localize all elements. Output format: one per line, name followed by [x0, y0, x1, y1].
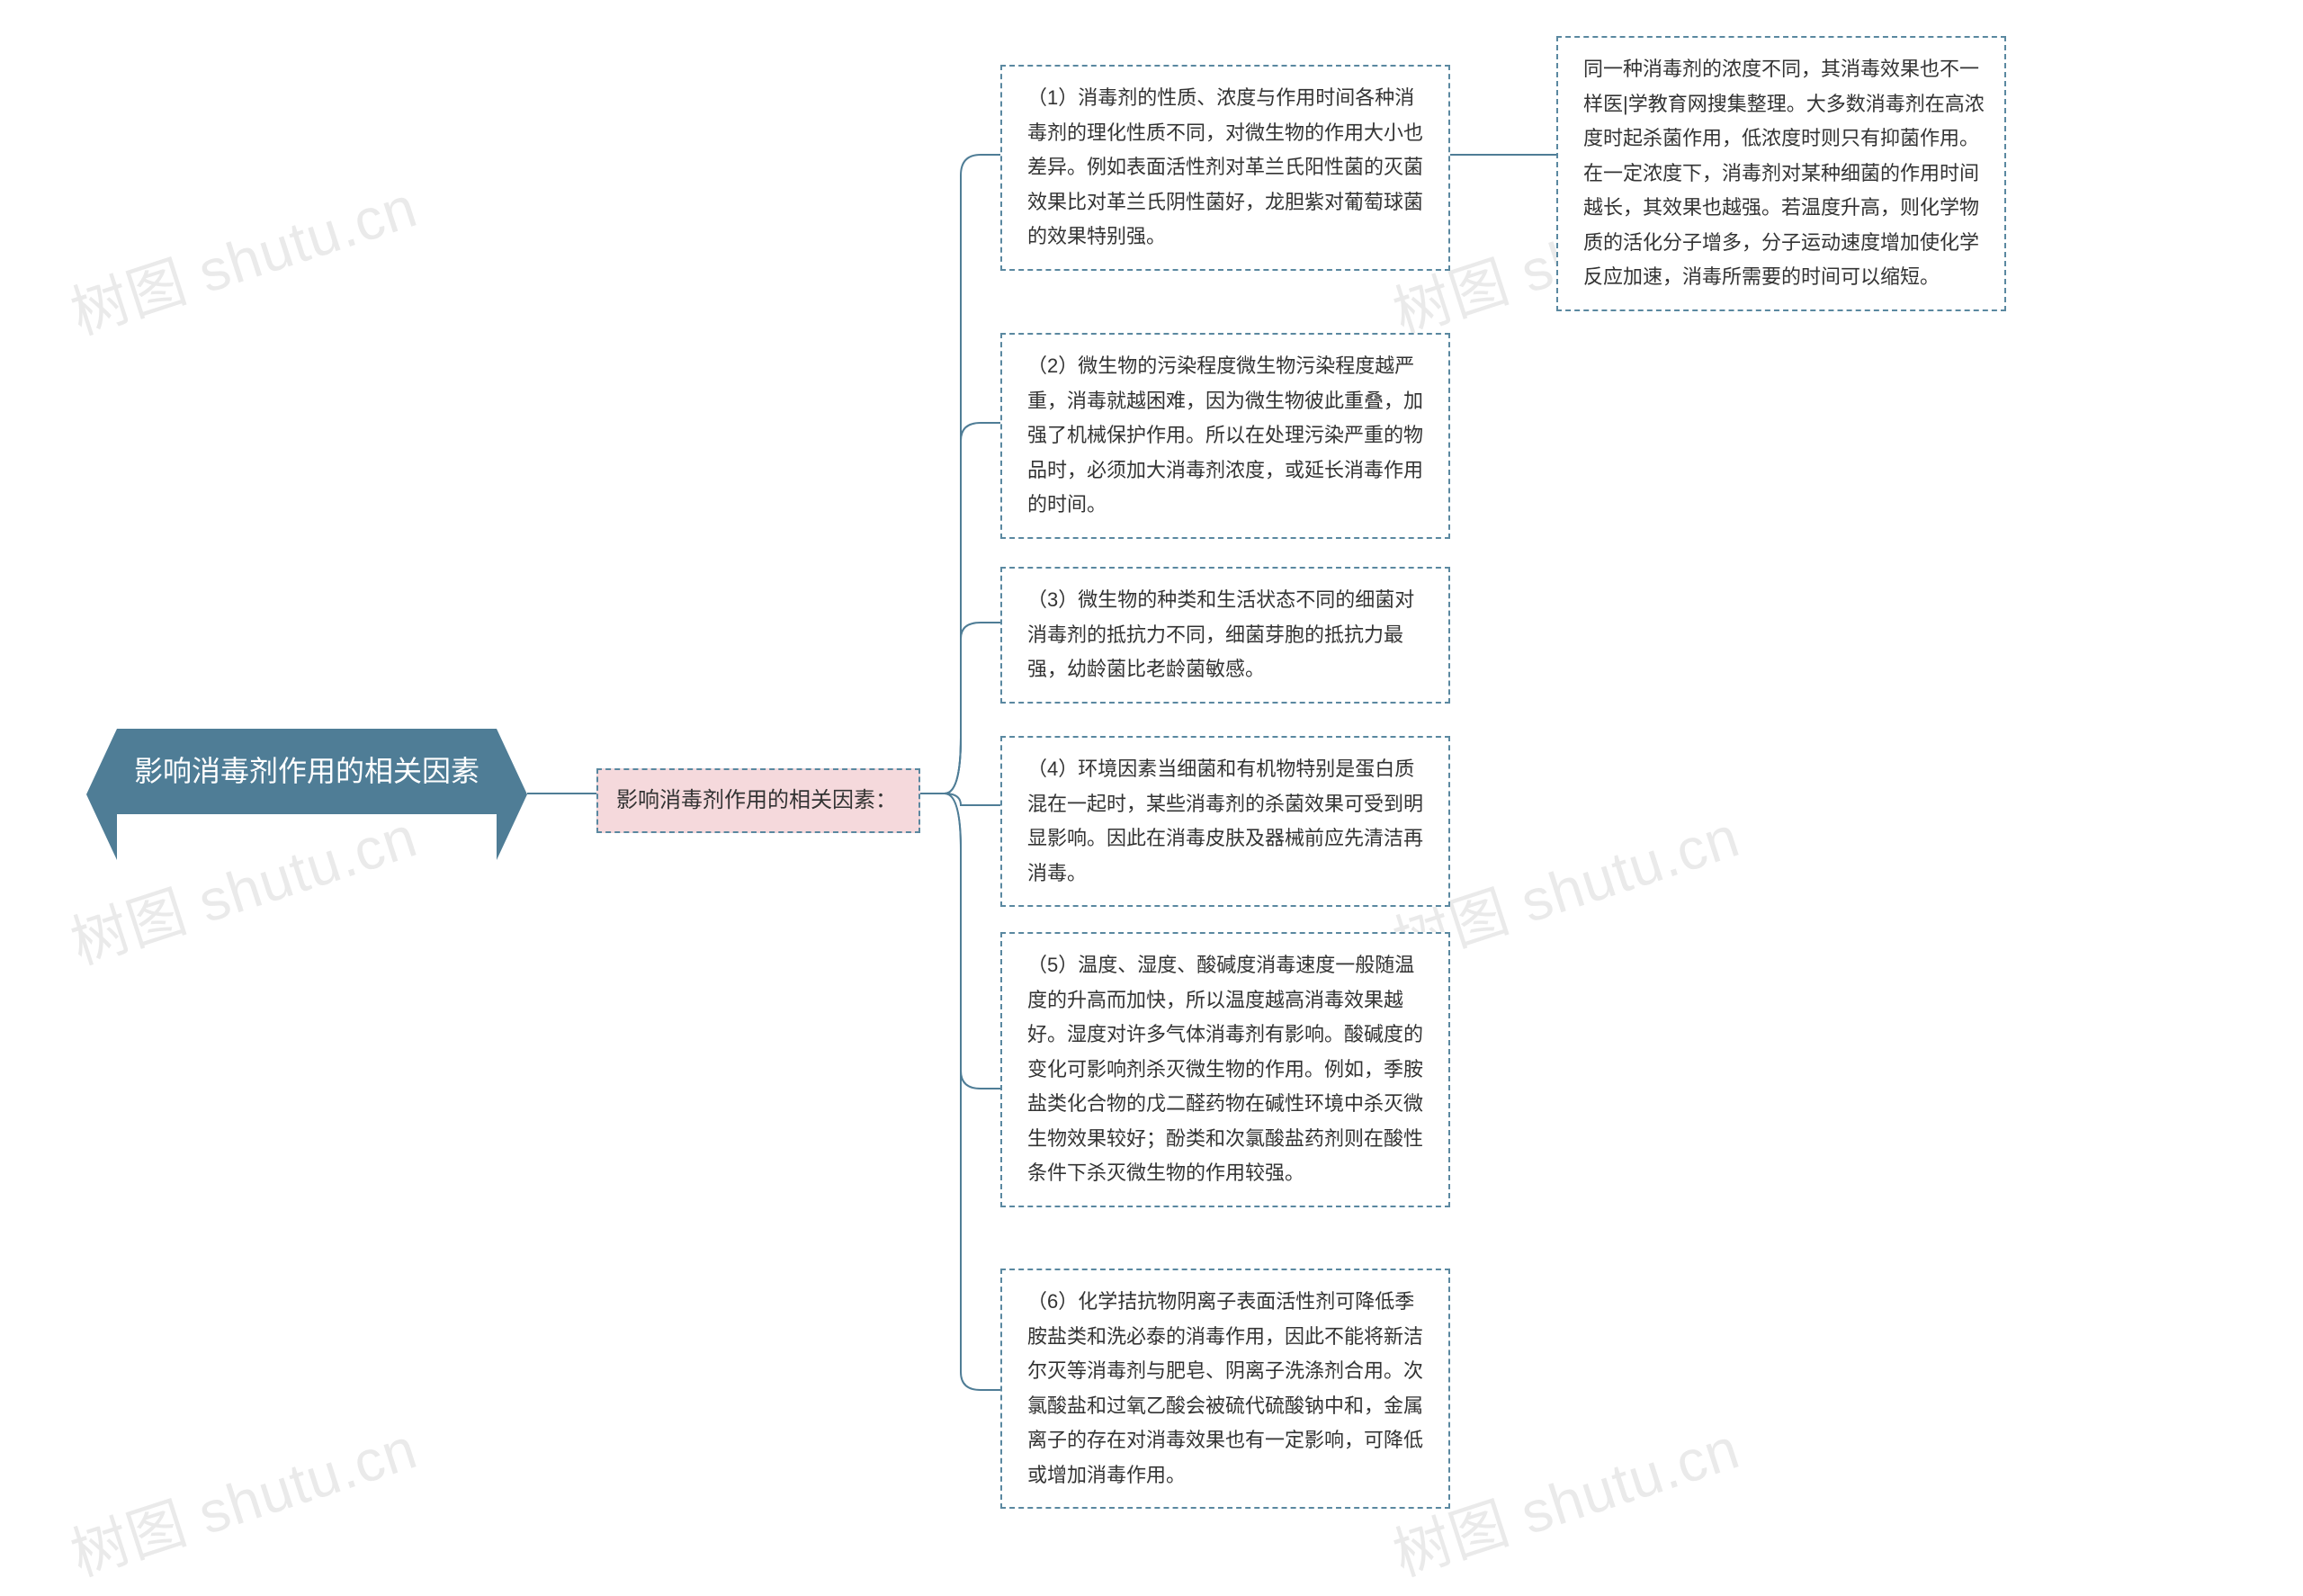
leaf-node-4[interactable]: （4）环境因素当细菌和有机物特别是蛋白质混在一起时，某些消毒剂的杀菌效果可受到明…	[1000, 736, 1450, 907]
leaf-node-1[interactable]: （1）消毒剂的性质、浓度与作用时间各种消毒剂的理化性质不同，对微生物的作用大小也…	[1000, 65, 1450, 271]
connector-sub-leaf2	[920, 423, 1000, 794]
leaf-node-1-child[interactable]: 同一种消毒剂的浓度不同，其消毒效果也不一样医|学教育网搜集整理。大多数消毒剂在高…	[1556, 36, 2006, 311]
root-node[interactable]: 影响消毒剂作用的相关因素	[117, 729, 497, 814]
connector-sub-leaf3	[920, 623, 1000, 794]
sub-node-factors[interactable]: 影响消毒剂作用的相关因素：	[596, 768, 920, 833]
leaf-node-3[interactable]: （3）微生物的种类和生活状态不同的细菌对消毒剂的抵抗力不同，细菌芽胞的抵抗力最强…	[1000, 567, 1450, 704]
connector-sub-leaf6	[920, 794, 1000, 1390]
leaf-node-2[interactable]: （2）微生物的污染程度微生物污染程度越严重，消毒就越困难，因为微生物彼此重叠，加…	[1000, 333, 1450, 539]
connector-sub-leaf1	[920, 155, 1000, 794]
leaf-node-6[interactable]: （6）化学拮抗物阴离子表面活性剂可降低季胺盐类和洗必泰的消毒作用，因此不能将新洁…	[1000, 1269, 1450, 1509]
connector-sub-leaf5	[920, 794, 1000, 1089]
mindmap-canvas: 树图 shutu.cn 树图 shutu.cn 树图 shutu.cn 树图 s…	[0, 0, 2303, 1596]
leaf-node-5[interactable]: （5）温度、湿度、酸碱度消毒速度一般随温度的升高而加快，所以温度越高消毒效果越好…	[1000, 932, 1450, 1207]
connector-sub-leaf4	[920, 794, 1000, 805]
watermark: 树图 shutu.cn	[59, 1403, 426, 1592]
watermark: 树图 shutu.cn	[59, 161, 426, 351]
